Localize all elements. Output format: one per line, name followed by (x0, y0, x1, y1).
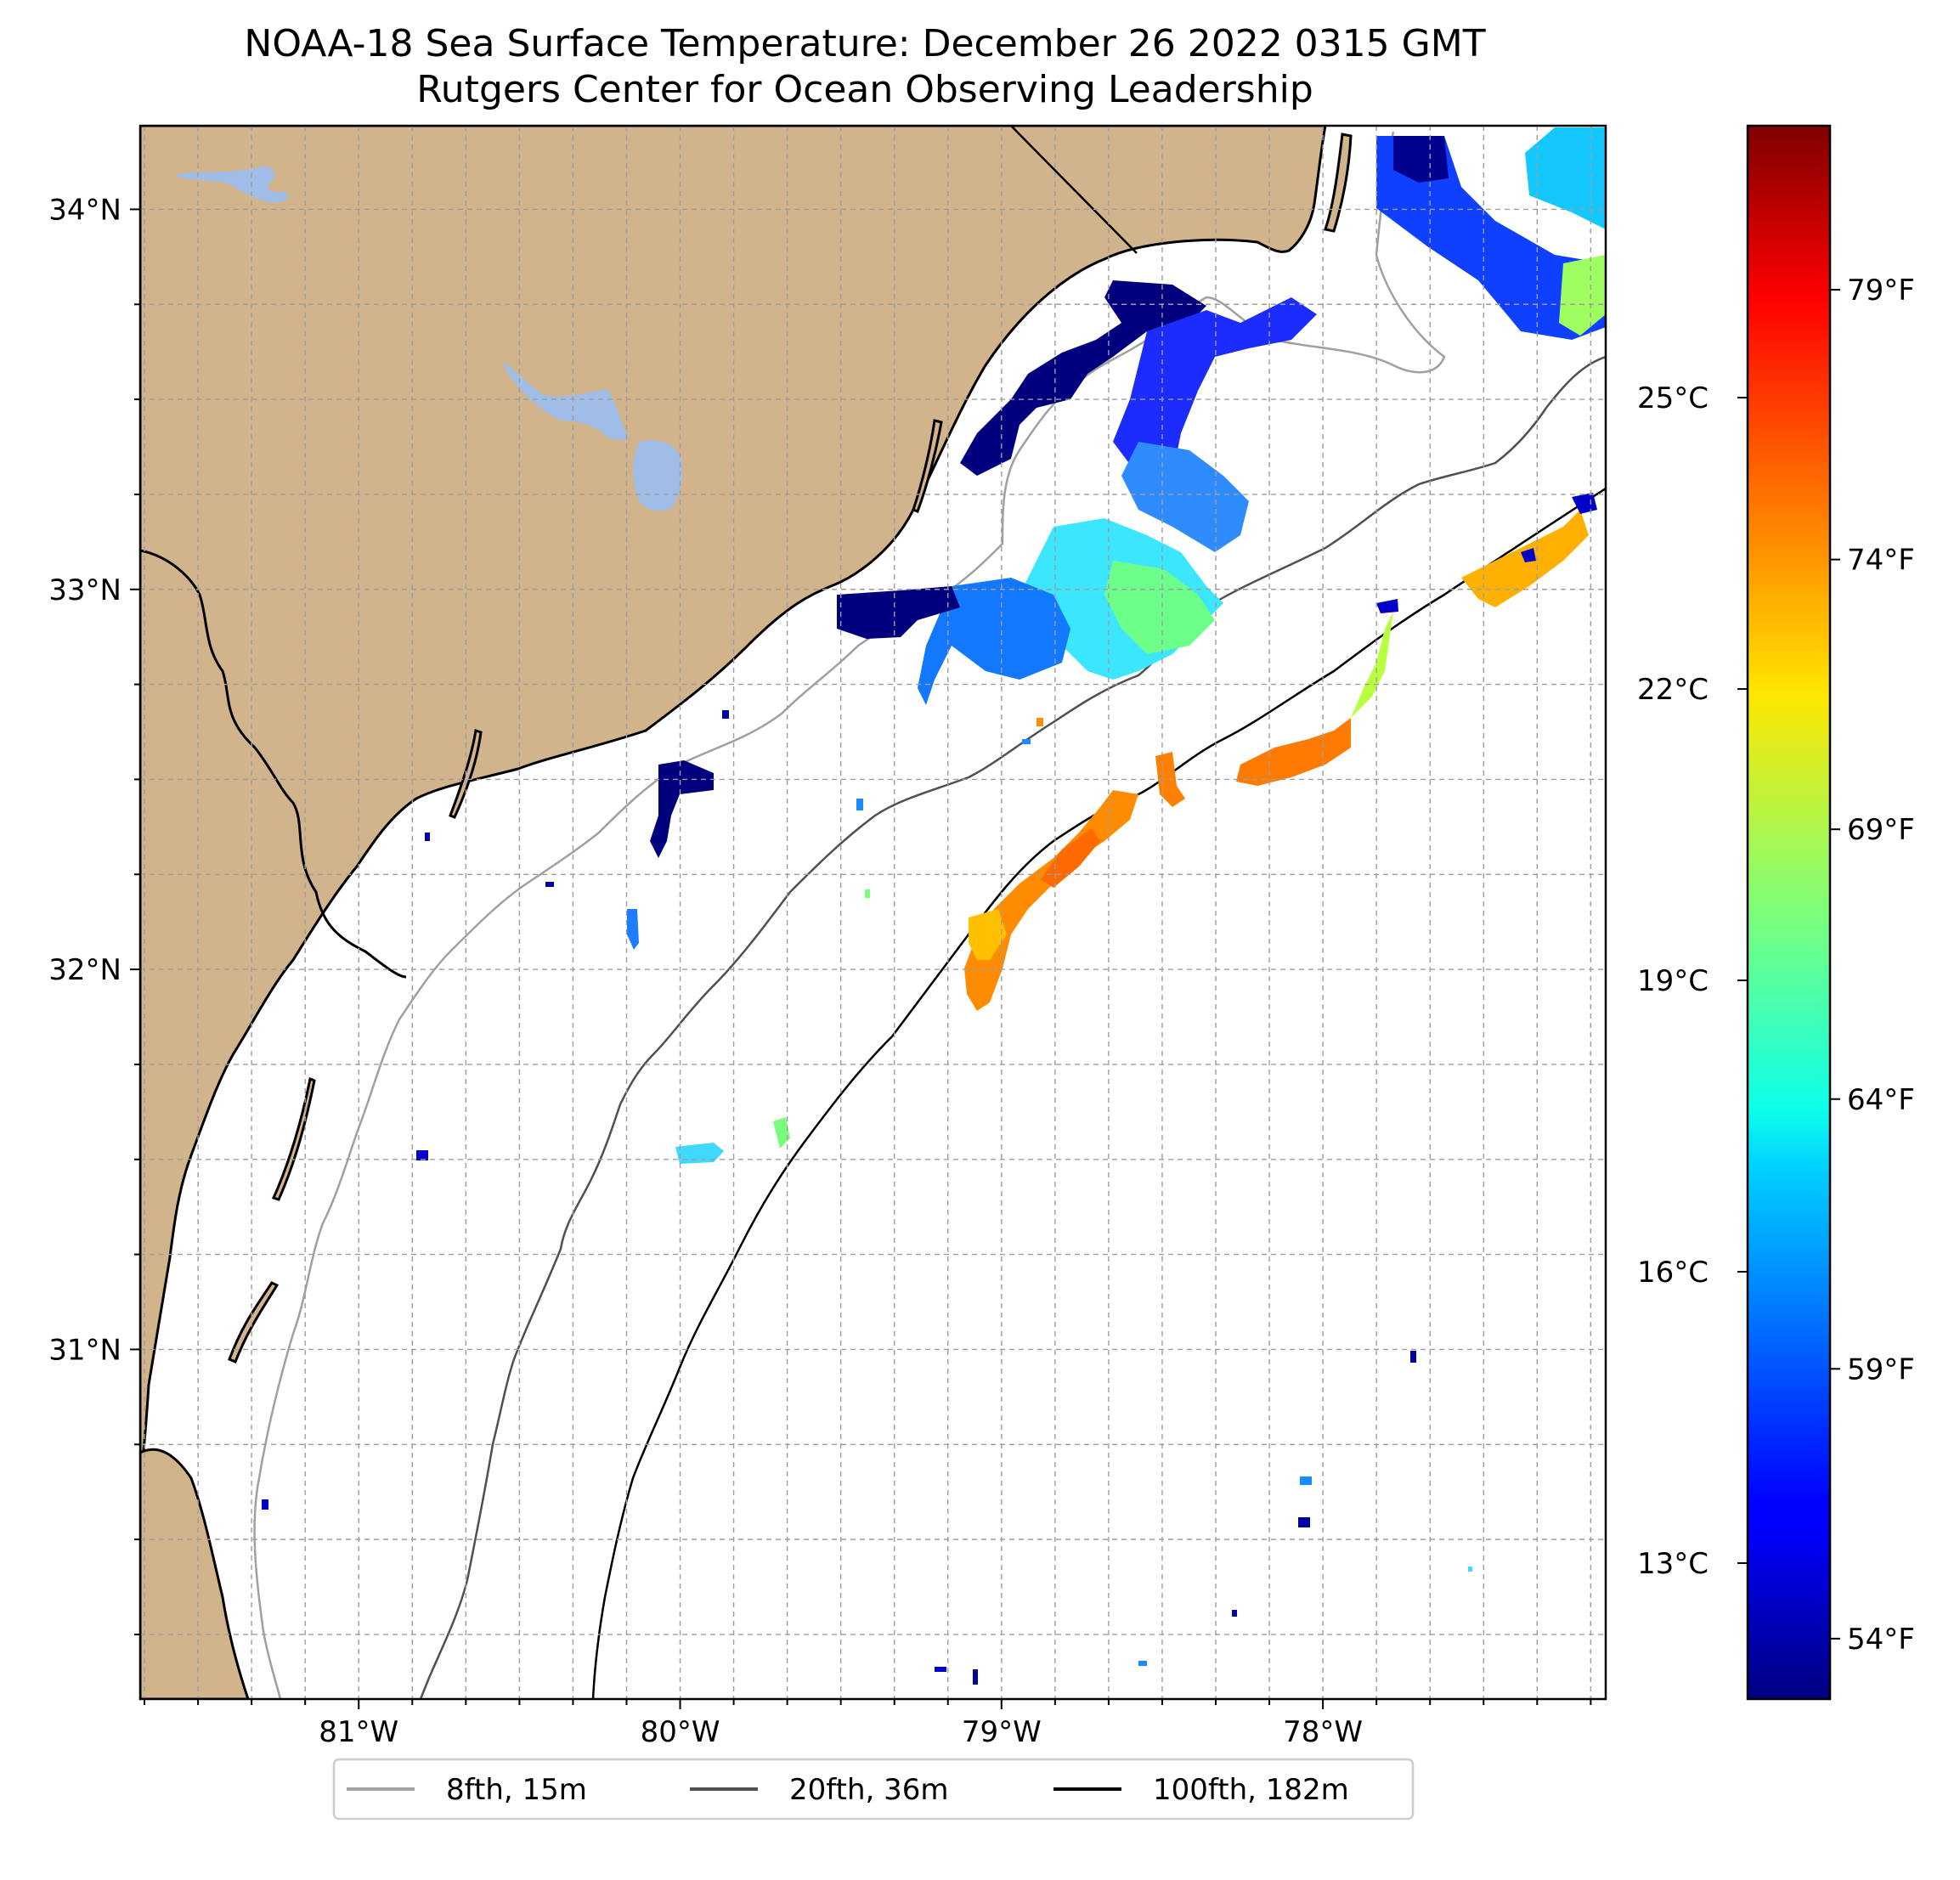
longitude-tick-label: 80°W (641, 1715, 720, 1749)
colorbar-celsius-axis: 13°C 16°C 19°C 22°C 25°C (1637, 381, 1748, 1581)
map-frame (138, 124, 1607, 1701)
island-outline (228, 1281, 280, 1363)
legend-box (332, 1758, 1415, 1821)
sst-pixel (262, 1499, 268, 1510)
sst-pixel (416, 1150, 428, 1160)
sst-patch-gulfstream (1041, 828, 1100, 888)
sst-patch-warm (773, 1117, 790, 1149)
colorbar-fahrenheit-axis: 54°F 59°F 64°F 69°F 74°F 79°F (1830, 274, 1915, 1657)
legend-label-100fth: 100fth, 182m (1153, 1773, 1349, 1807)
longitude-tick-label: 81°W (319, 1715, 398, 1749)
sst-patch-cold (1113, 297, 1317, 476)
sst-patch-cold (1521, 548, 1536, 562)
sst-patch-cool (918, 578, 1070, 705)
sst-patch-cold (1572, 493, 1597, 514)
sst-patch-cold (1393, 136, 1449, 183)
sst-patch-deepcold (650, 760, 714, 858)
sst-patch-cool (1525, 127, 1606, 229)
colorbar-fahrenheit-tick-label: 74°F (1847, 544, 1915, 578)
colorbar-fahrenheit-tick-label: 59°F (1847, 1352, 1915, 1386)
sst-pixel (1300, 1476, 1312, 1485)
sst-patch-cool (627, 909, 639, 950)
sst-patch-cool (1121, 442, 1249, 552)
sst-pixel (1232, 1610, 1237, 1617)
island-outline (1324, 133, 1353, 233)
sst-pixel (1298, 1517, 1310, 1527)
map-gridlines (140, 126, 1606, 1699)
colorbar-fahrenheit-tick-label: 54°F (1847, 1623, 1915, 1657)
contour-100fth (591, 487, 1606, 1699)
sst-patch-gulfstream (1351, 612, 1393, 718)
latitude-tick-label: 33°N (48, 573, 121, 607)
contour-20fth (419, 355, 1606, 1699)
land-mass (140, 126, 1327, 1488)
sst-patch-gulfstream (969, 909, 1007, 960)
sst-pixel (1468, 1567, 1472, 1572)
longitude-axis: 81°W 80°W 79°W 78°W (144, 1699, 1592, 1749)
colorbar-fahrenheit-tick-label: 69°F (1847, 813, 1915, 847)
sst-patch-cold (1376, 136, 1606, 340)
chart-title-line-1: NOAA-18 Sea Surface Temperature: Decembe… (244, 22, 1485, 65)
sst-pixel (1138, 1661, 1147, 1666)
latitude-tick-label: 31°N (48, 1333, 121, 1367)
longitude-tick-label: 79°W (962, 1715, 1042, 1749)
sst-pixel (935, 1667, 946, 1672)
colorbar-fahrenheit-tick-label: 79°F (1847, 274, 1915, 308)
sst-patch-deepcold (837, 586, 960, 639)
sst-pixel (722, 710, 729, 719)
sst-pixel (865, 889, 870, 898)
latitude-tick-label: 34°N (48, 193, 121, 227)
colorbar: 13°C 16°C 19°C 22°C 25°C 54°F 59°F 64°F 69°F 74°… (1637, 124, 1915, 1701)
sst-pixel (973, 1669, 978, 1685)
map-panel: 81°W 80°W 79°W 78°W 34°N 33°N 32°N 31°N (48, 124, 1607, 1749)
latitude-tick-label: 32°N (48, 953, 121, 987)
sst-pixel (856, 799, 863, 810)
colorbar-celsius-tick-label: 19°C (1637, 964, 1709, 998)
state-boundary (1010, 126, 1138, 254)
colorbar-fahrenheit-tick-label: 64°F (1847, 1083, 1915, 1117)
colorbar-celsius-tick-label: 25°C (1637, 381, 1709, 415)
contour-8fth (253, 131, 1446, 1699)
sst-patch-deepcold (960, 280, 1206, 476)
contour-legend: 8fth, 15m 20fth, 36m 100fth, 182m (332, 1758, 1415, 1821)
sst-patch-gulfstream (1236, 718, 1351, 786)
lake (177, 166, 288, 203)
sst-pixel (545, 882, 554, 887)
lake (633, 440, 683, 511)
sst-patch-mild (1559, 255, 1606, 336)
sst-pixel (1036, 718, 1043, 726)
river-line (140, 549, 407, 979)
colorbar-celsius-tick-label: 13°C (1637, 1547, 1709, 1581)
longitude-tick-label: 78°W (1283, 1715, 1363, 1749)
island-outline (912, 419, 943, 513)
sst-pixel (1022, 739, 1031, 744)
sst-pixel (1410, 1351, 1416, 1363)
sst-pixel (425, 833, 430, 841)
sst-patch-cold (1376, 599, 1398, 613)
legend-label-8fth: 8fth, 15m (446, 1773, 587, 1807)
chart-title-line-2: Rutgers Center for Ocean Observing Leade… (416, 68, 1313, 111)
legend-label-20fth: 20fth, 36m (789, 1773, 949, 1807)
colorbar-celsius-tick-label: 16°C (1637, 1256, 1709, 1290)
latitude-axis: 34°N 33°N 32°N 31°N (48, 193, 140, 1635)
colorbar-celsius-tick-label: 22°C (1637, 673, 1709, 707)
sst-patch-mid (675, 1143, 724, 1164)
island-outline (271, 1076, 316, 1201)
land-mass-south (140, 1448, 250, 1699)
colorbar-gradient (1746, 124, 1832, 1701)
lake (503, 361, 629, 441)
sst-patch-warm (1104, 561, 1215, 654)
